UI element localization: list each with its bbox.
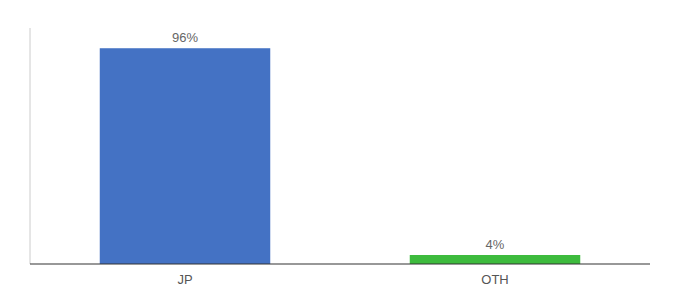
chart-container: 96% 4% JP OTH xyxy=(0,0,680,300)
bars xyxy=(100,48,581,264)
chart: 96% 4% JP OTH xyxy=(0,0,680,300)
bar xyxy=(100,48,271,264)
bar xyxy=(410,255,581,264)
y-axis-line xyxy=(30,28,31,264)
data-label: 96% xyxy=(172,30,198,45)
data-label: 4% xyxy=(486,237,505,252)
x-tick-label: OTH xyxy=(481,272,508,287)
x-tick-label: JP xyxy=(177,272,192,287)
x-axis-line xyxy=(30,263,650,264)
